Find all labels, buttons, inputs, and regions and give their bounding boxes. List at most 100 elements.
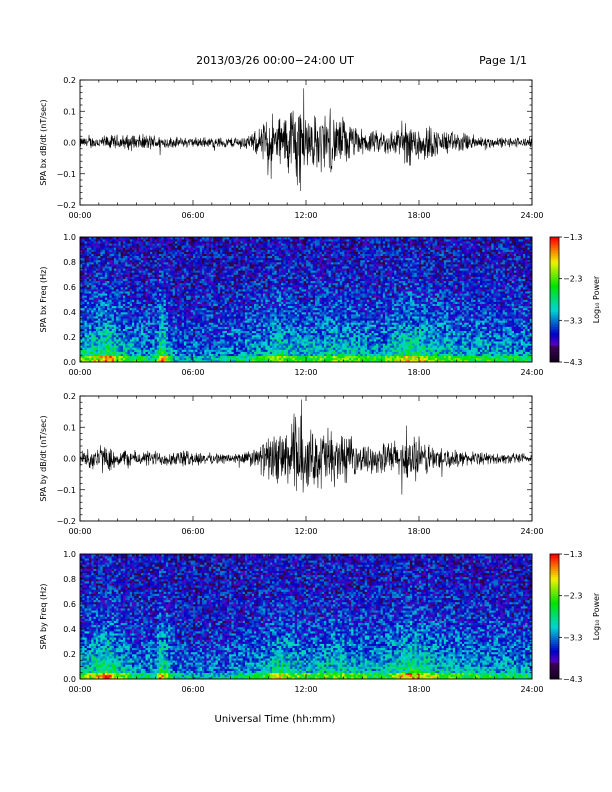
spectrogram-cell [177,301,180,304]
spectrogram-cell [136,253,140,257]
spectrogram-cell [217,247,221,250]
spectrogram-cell [224,255,228,259]
spectrogram-cell [226,353,230,357]
spectrogram-cell [256,345,259,348]
spectrogram-cell [82,245,85,248]
spectrogram-cell [165,309,169,313]
spectrogram-cell [120,309,124,313]
spectrogram-cell [109,339,112,342]
spectrogram-cell [102,255,106,259]
spectrogram-cell [231,289,234,292]
spectrogram-cell [229,284,232,288]
spectrogram-cell [213,253,216,257]
spectrogram-cell [263,355,266,359]
spectrogram-cell [177,272,180,275]
spectrogram-cell [181,307,185,311]
spectrogram-cell [122,239,126,242]
spectrogram-cell [233,278,237,282]
spectrogram-cell [102,351,106,354]
spectrogram-cell [251,284,255,288]
spectrogram-cell [89,305,92,309]
spectrogram-cell [147,295,151,298]
spectrogram-cell [190,237,194,240]
spectrogram-cell [208,349,212,352]
spectrogram-cell [91,357,94,361]
spectrogram-cell [100,280,103,284]
spectrogram-cell [161,305,164,309]
spectrogram-cell [163,259,167,263]
spectrogram-cell [168,309,171,313]
spectrogram-cell [181,287,185,290]
spectrogram-cell [170,355,173,359]
spectrogram-cell [202,337,205,340]
spectrogram-cell [80,262,83,265]
spectrogram-cell [98,268,101,271]
spectrogram-cell [84,316,88,319]
spectrogram-cell [213,259,216,263]
spectrogram-cell [229,268,232,271]
spectrogram-cell [159,359,162,363]
spectrogram-cell [143,337,146,340]
spectrogram-cell [199,305,203,309]
spectrogram-cell [145,266,149,269]
spectrogram-cell [134,351,137,354]
spectrogram-cell [183,243,187,246]
spectrogram-cell [161,249,164,252]
spectrogram-cell [179,251,182,254]
spectrogram-cell [113,259,117,263]
spectrogram-cell [118,266,121,269]
spectrogram-cell [152,272,155,275]
spectrogram-cell [263,320,266,323]
spectrogram-cell [242,264,246,267]
spectrogram-cell [217,289,221,292]
spectrogram-cell [111,312,115,315]
spectrogram-cell [80,287,83,290]
spectrogram-cell [174,351,178,354]
spectrogram-cell [156,343,160,346]
spectrogram-cell [177,345,180,348]
spectrogram-cell [168,341,171,344]
spectrogram-cell [127,353,131,357]
spectrogram-cell [247,272,250,275]
spectrogram-cell [215,347,219,350]
spectrogram-cell [260,278,264,282]
spectrogram-cell [104,245,108,248]
spectrogram-cell [172,314,176,317]
spectrogram-cell [222,347,225,350]
spectrogram-cell [138,324,142,327]
spectrogram-cell [204,241,207,244]
spectrogram-cell [197,343,201,346]
spectrogram-cell [127,337,131,340]
spectrogram-cell [242,330,246,334]
spectrogram-cell [80,307,83,311]
spectrogram-cell [107,330,110,334]
spectrogram-cell [211,257,214,261]
spectrogram-cell [206,259,210,263]
spectrogram-cell [244,309,248,313]
spectrogram-cell [138,355,142,359]
spectrogram-cell [84,243,88,246]
spectrogram-cell [93,349,97,352]
spectrogram-cell [156,278,160,282]
spectrogram-cell [82,247,85,250]
spectrogram-cell [226,314,230,317]
spectrogram-cell [195,303,198,307]
spectrogram-cell [89,289,92,292]
spectrogram-cell [240,328,244,332]
spectrogram-cell [120,343,124,346]
spectrogram-cell [131,245,135,248]
spectrogram-cell [224,270,228,273]
spectrogram-cell [222,297,225,300]
spectrogram-cell [172,303,176,307]
spectrogram-cell [125,262,128,265]
spectrogram-cell [163,262,167,265]
spectrogram-cell [220,297,223,300]
spectrogram-cell [229,299,232,302]
spectrogram-cell [249,257,253,261]
spectrogram-cell [120,312,124,315]
spectrogram-cell [156,303,160,307]
spectrogram-cell [211,349,214,352]
spectrogram-cell [258,255,262,259]
spectrogram-cell [159,339,162,342]
spectrogram-cell [238,326,241,329]
